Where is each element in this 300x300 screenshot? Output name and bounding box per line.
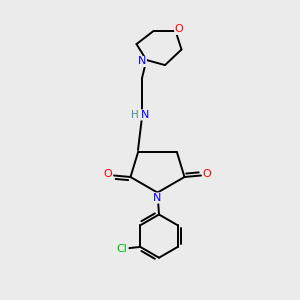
- Text: N: N: [141, 110, 149, 120]
- Text: O: O: [175, 24, 184, 34]
- Text: O: O: [103, 169, 112, 179]
- Text: Cl: Cl: [117, 244, 128, 254]
- Text: H: H: [131, 110, 139, 120]
- Text: N: N: [153, 193, 162, 203]
- Text: O: O: [202, 169, 211, 179]
- Text: N: N: [138, 56, 146, 67]
